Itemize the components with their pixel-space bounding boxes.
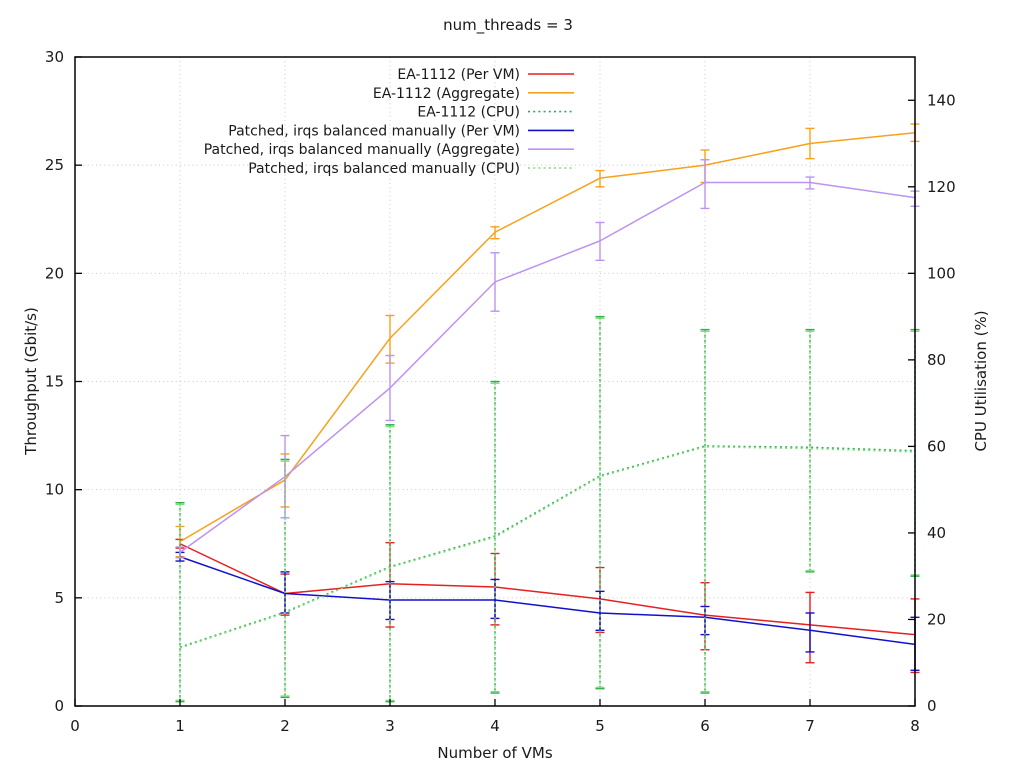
y-tick-label: 20 <box>45 264 64 282</box>
legend-label-0: EA-1112 (Per VM) <box>397 67 520 83</box>
chart-title: num_threads = 3 <box>443 16 573 35</box>
y-tick-label: 10 <box>45 481 64 499</box>
series-line-3 <box>179 556 916 646</box>
series-line-0 <box>179 543 916 636</box>
y2-tick-label: 80 <box>927 351 946 369</box>
y2-tick-label: 120 <box>927 178 956 196</box>
legend-label-1: EA-1112 (Aggregate) <box>373 86 520 102</box>
y2-tick-label: 40 <box>927 524 946 542</box>
x-axis-label: Number of VMs <box>437 744 552 762</box>
y-tick-label: 0 <box>54 697 64 715</box>
x-tick-label: 0 <box>70 717 80 735</box>
y-tick-label: 5 <box>54 589 64 607</box>
legend-label-2: EA-1112 (CPU) <box>417 105 520 121</box>
x-tick-label: 6 <box>700 717 710 735</box>
legend-label-5: Patched, irqs balanced manually (CPU) <box>248 161 520 177</box>
x-tick-label: 8 <box>910 717 920 735</box>
y-axis-label: Throughput (Gbit/s) <box>22 307 40 456</box>
y2-tick-label: 100 <box>927 264 956 282</box>
series-line-2 <box>179 445 916 648</box>
y2-tick-label: 20 <box>927 610 946 628</box>
y-tick-label: 30 <box>45 48 64 66</box>
y2-tick-label: 0 <box>927 697 937 715</box>
y2-tick-label: 60 <box>927 437 946 455</box>
x-tick-label: 3 <box>385 717 395 735</box>
y2-axis-label: CPU Utilisation (%) <box>972 310 990 451</box>
series-line-1 <box>179 131 916 543</box>
series-line-5 <box>179 446 916 649</box>
x-tick-label: 7 <box>805 717 815 735</box>
x-tick-label: 2 <box>280 717 290 735</box>
legend-label-4: Patched, irqs balanced manually (Aggrega… <box>204 142 520 158</box>
legend-label-3: Patched, irqs balanced manually (Per VM) <box>228 123 520 139</box>
series-layer <box>175 123 920 703</box>
series-line-4 <box>179 181 916 554</box>
x-tick-label: 1 <box>175 717 185 735</box>
legend-layer: EA-1112 (Per VM) EA-1112 (Aggregate) EA-11… <box>204 67 574 177</box>
y-tick-label: 25 <box>45 156 64 174</box>
y2-tick-label: 140 <box>927 91 956 109</box>
x-tick-label: 5 <box>595 717 605 735</box>
y-tick-label: 15 <box>45 373 64 391</box>
x-tick-label: 4 <box>490 717 500 735</box>
